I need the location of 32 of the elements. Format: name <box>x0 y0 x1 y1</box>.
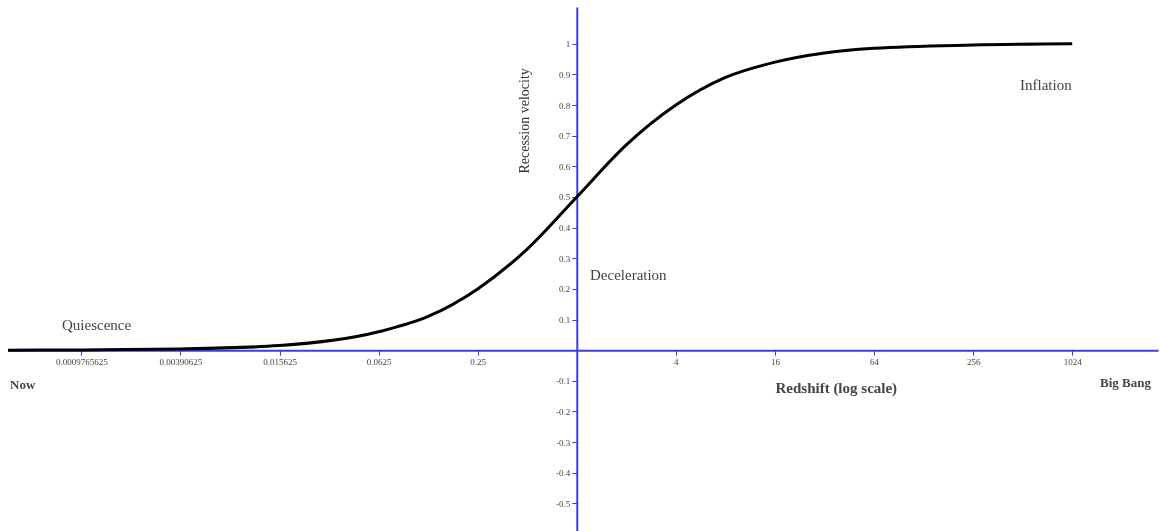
y-tick-label: 0.8 <box>559 100 571 111</box>
x-tick-label: 64 <box>870 356 880 367</box>
x-tick-label: 1024 <box>1063 356 1083 367</box>
y-tick-label: 0.7 <box>559 131 571 142</box>
y-tick-label: 0.3 <box>559 253 571 264</box>
x-tick-label: 4 <box>674 356 680 367</box>
x-tick-label: 0.0625 <box>366 356 392 367</box>
y-tick-label: 0.4 <box>559 223 571 234</box>
y-tick-label: 1 <box>565 39 571 50</box>
annotation: Inflation <box>1020 77 1073 93</box>
x-axis-title: Redshift (log scale) <box>775 379 898 397</box>
y-tick-label: -0.4 <box>556 468 571 479</box>
y-tick-label: 0.9 <box>559 69 571 80</box>
y-tick-label: 0.1 <box>559 315 571 326</box>
x-tick-label: 16 <box>770 356 781 367</box>
annotation: Deceleration <box>590 267 668 283</box>
y-tick-label: -0.3 <box>556 437 571 448</box>
y-axis-title: Recession velocity <box>517 68 533 174</box>
y-tick-label: 0.5 <box>559 192 571 203</box>
x-tick-label: 0.0009765625 <box>55 356 109 367</box>
annotation: Quiescence <box>62 317 132 333</box>
x-tick-label: 0.25 <box>470 356 487 367</box>
y-tick-label: 0.2 <box>559 284 571 295</box>
annotation: Now <box>10 377 36 392</box>
x-tick-label: 0.015625 <box>263 356 298 367</box>
y-tick-label: 0.6 <box>559 161 571 172</box>
y-tick-label: -0.2 <box>556 406 571 417</box>
x-tick-label: 256 <box>966 356 981 367</box>
annotation: Big Bang <box>1100 375 1152 390</box>
x-tick-label: 0.00390625 <box>159 356 203 367</box>
y-tick-label: -0.1 <box>556 376 571 387</box>
y-tick-label: -0.5 <box>556 498 571 509</box>
